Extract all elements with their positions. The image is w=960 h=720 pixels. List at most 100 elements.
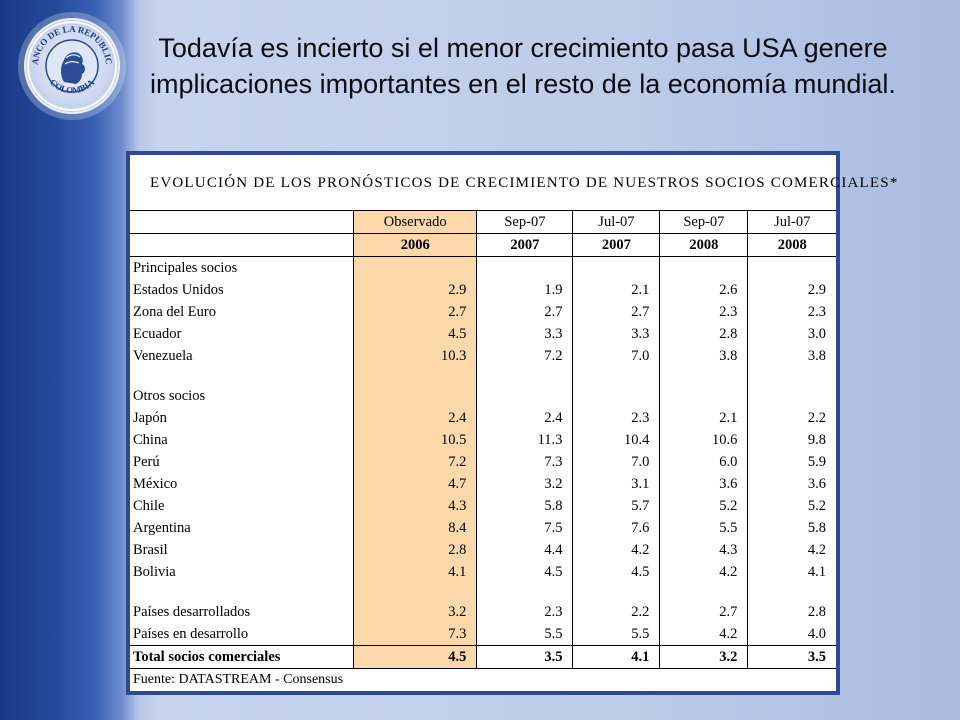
year-header: 2007 (476, 233, 573, 258)
table-cell: 1.9 (476, 279, 573, 301)
row-label: México (133, 475, 178, 492)
table-cell: 5.8 (476, 494, 573, 517)
table-cell: 4.5 (572, 560, 660, 583)
table-cell: 5.9 (747, 450, 836, 473)
table-cell: 4.7 (352, 472, 477, 495)
table-body: Principales socios Estados Unidos 2.9 1.9 2.… (130, 256, 836, 646)
table-cell: 3.6 (659, 472, 748, 495)
banco-republica-logo: BANCO DE LA REPUBLICA COLOMBIA (24, 18, 120, 114)
table-cell (747, 366, 836, 386)
header-blank (130, 233, 354, 258)
table-cell: 7.6 (572, 516, 660, 539)
table-cell: 2.8 (747, 600, 836, 623)
row-label: Brasil (133, 541, 168, 558)
year-header: 2007 (572, 233, 660, 258)
table-cell: 5.7 (572, 494, 660, 517)
table-cell: 2.8 (352, 538, 477, 561)
section-header-row: Principales socios (130, 256, 836, 280)
table-cell: 2.9 (747, 279, 836, 301)
table-cell: 5.8 (747, 516, 836, 539)
table-cell (130, 583, 354, 601)
year-header: 2008 (747, 233, 836, 258)
table-cell: 4.2 (659, 560, 748, 583)
row-label: Estados Unidos (133, 282, 224, 298)
table-cell (476, 366, 573, 386)
table-cell: 4.2 (572, 538, 660, 561)
table-cell: 6.0 (659, 450, 748, 473)
table-cell: 7.0 (572, 344, 660, 367)
table-row: Países desarrollados 3.2 2.3 2.2 2.7 2.8 (130, 600, 836, 623)
table-cell (747, 582, 836, 601)
table-cell: 7.2 (476, 344, 573, 367)
table-cell: 4.2 (659, 622, 748, 646)
table-cell: 3.2 (352, 600, 477, 623)
table-row: Argentina 8.4 7.5 7.6 5.5 5.8 (130, 516, 836, 539)
table-cell: 3.5 (476, 645, 573, 670)
table-cell (476, 385, 573, 408)
table-cell: 10.3 (352, 344, 477, 367)
table-cell (130, 367, 354, 385)
table-cell: 11.3 (476, 429, 573, 451)
table-cell (572, 385, 660, 408)
table-cell (659, 366, 748, 386)
table-cell: 4.1 (572, 645, 660, 670)
row-label: China (133, 432, 168, 448)
table-cell (659, 385, 748, 408)
row-label: Venezuela (133, 347, 193, 364)
table-cell: 3.2 (659, 645, 748, 670)
total-row: Total socios comerciales 4.5 3.5 4.1 3.2… (130, 645, 836, 670)
table-cell: 4.3 (659, 538, 748, 561)
table-cell: 9.8 (747, 429, 836, 451)
table-cell: 3.2 (476, 472, 573, 495)
column-header: Jul-07 (747, 210, 836, 235)
table-cell: 3.8 (659, 344, 748, 367)
year-header: 2006 (352, 233, 477, 258)
table-row: China 10.5 11.3 10.4 10.6 9.8 (130, 429, 836, 451)
table-cell: 2.8 (659, 322, 748, 345)
table-cell (572, 582, 660, 601)
table-cell: 2.2 (572, 600, 660, 623)
table-cell (747, 256, 836, 280)
table-cell: 2.9 (352, 279, 477, 301)
table-cell: 2.2 (747, 407, 836, 430)
table-heading: EVOLUCIÓN DE LOS PRONÓSTICOS DE CRECIMIE… (130, 155, 897, 212)
table-cell: 2.1 (572, 279, 660, 301)
table-cell (352, 582, 477, 601)
table-cell: 5.5 (659, 516, 748, 539)
table-cell (659, 256, 748, 280)
table-row: México 4.7 3.2 3.1 3.6 3.6 (130, 472, 836, 495)
table-row: Estados Unidos 2.9 1.9 2.1 2.6 2.9 (130, 279, 836, 301)
table-cell: 4.1 (747, 560, 836, 583)
table-cell: 10.4 (572, 429, 660, 451)
table-cell (352, 256, 477, 280)
header-blank (130, 210, 354, 235)
table-cell: 2.7 (659, 600, 748, 623)
table-cell: 4.4 (476, 538, 573, 561)
table-cell: 5.2 (659, 494, 748, 517)
section-header-row: Otros socios (130, 385, 836, 408)
row-label: Países en desarrollo (133, 625, 249, 642)
table-row: Brasil 2.8 4.4 4.2 4.3 4.2 (130, 538, 836, 561)
table-cell: 7.3 (352, 622, 477, 646)
table-cell: 4.3 (352, 494, 477, 517)
table-cell: 5.2 (747, 494, 836, 517)
spacer-row (130, 366, 836, 386)
table-cell: 5.5 (476, 622, 573, 646)
spacer-row (130, 582, 836, 601)
row-label: Japón (133, 410, 167, 427)
year-header: 2008 (659, 233, 748, 258)
table-cell: 2.4 (476, 407, 573, 430)
table-cell: 4.5 (476, 560, 573, 583)
forecast-table-frame: EVOLUCIÓN DE LOS PRONÓSTICOS DE CRECIMIE… (126, 151, 897, 695)
table-row: Ecuador 4.5 3.3 3.3 2.8 3.0 (130, 322, 836, 345)
table-cell: 5.5 (572, 622, 660, 646)
table-cell (572, 256, 660, 280)
slide-title: Todavía es incierto si el menor crecimie… (150, 33, 896, 99)
column-header: Jul-07 (572, 210, 660, 235)
table-row: Chile 4.3 5.8 5.7 5.2 5.2 (130, 494, 836, 517)
table-cell: 3.3 (476, 322, 573, 345)
row-label: Bolivia (133, 563, 176, 580)
table-cell: 3.5 (747, 645, 836, 670)
table-cell: 2.7 (352, 300, 477, 323)
table-cell: 2.4 (352, 407, 477, 430)
